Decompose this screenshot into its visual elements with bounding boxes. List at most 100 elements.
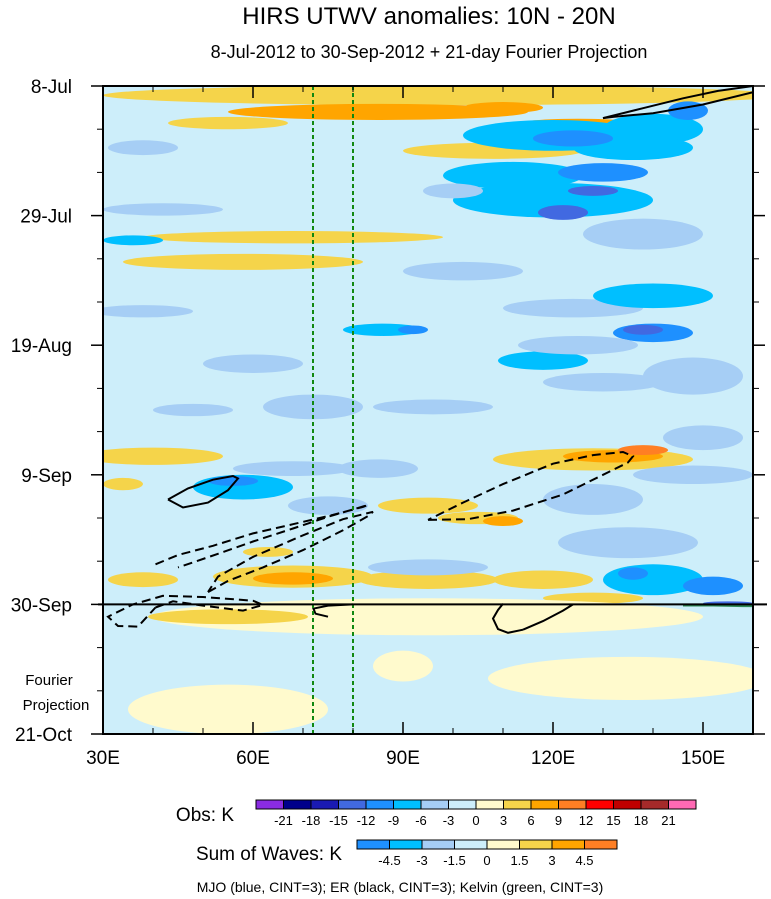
- obs-legend-swatch-12: [585, 799, 614, 810]
- waves-legend-level-1: -3: [416, 853, 428, 868]
- obs-legend-swatch-0: [255, 799, 284, 810]
- anomaly-patch-38: [108, 572, 178, 588]
- anomaly-patch-59: [543, 372, 663, 392]
- anomaly-patch-20: [498, 351, 588, 370]
- anomaly-patch-60: [263, 394, 363, 420]
- anomaly-patch-15: [103, 235, 163, 246]
- er-contour-8: [312, 607, 329, 618]
- anomaly-patch-17: [583, 218, 703, 250]
- anomaly-patch-46: [128, 684, 328, 734]
- obs-legend-level-10: 9: [555, 813, 562, 828]
- anomaly-patch-43: [148, 609, 308, 625]
- anomaly-patch-66: [558, 527, 698, 559]
- anomaly-patch-23: [153, 403, 233, 417]
- obs-legend-swatch-2: [310, 799, 339, 810]
- anomaly-patch-34: [483, 516, 523, 527]
- anomaly-patch-55: [593, 283, 713, 309]
- anomaly-patch-31: [633, 465, 753, 485]
- obs-legend-swatch-9: [503, 799, 532, 810]
- waves-legend-swatch-1: [389, 839, 423, 850]
- obs-legend-level-7: 0: [472, 813, 479, 828]
- anomaly-patch-37: [243, 547, 293, 557]
- er-contour-5: [106, 594, 266, 628]
- waves-legend-level-3: 0: [483, 853, 490, 868]
- projection-label-line2: Projection: [23, 697, 90, 714]
- anomaly-patch-40: [493, 570, 593, 589]
- anomaly-patch-29: [233, 461, 353, 477]
- obs-legend-swatch-4: [365, 799, 394, 810]
- obs-legend-level-14: 21: [661, 813, 675, 828]
- y-tick-label-1: 29-Jul: [20, 207, 72, 228]
- waves-legend-swatch-0: [356, 839, 390, 850]
- wave-contours: [106, 86, 753, 634]
- anomaly-patch-10: [538, 205, 588, 220]
- anomaly-patch-22: [203, 354, 303, 373]
- obs-legend-level-0: -21: [274, 813, 293, 828]
- obs-legend-level-6: -3: [443, 813, 455, 828]
- anomaly-patch-36: [253, 572, 333, 585]
- er-contour-1: [602, 91, 753, 120]
- obs-legend-label: Obs: K: [176, 805, 234, 826]
- x-tick-label-1: 60E: [236, 748, 270, 769]
- anomaly-patch-0: [103, 86, 753, 106]
- anomaly-patch-16: [103, 305, 193, 318]
- anomaly-patch-30: [103, 477, 143, 491]
- waves-legend-swatch-2: [421, 839, 455, 850]
- anomaly-patch-71: [368, 559, 488, 576]
- x-tick-label-4: 150E: [681, 748, 725, 769]
- obs-legend-level-3: -12: [357, 813, 376, 828]
- obs-legend-level-13: 18: [634, 813, 648, 828]
- anomaly-patch-3: [168, 116, 288, 130]
- anomaly-patch-12: [108, 140, 178, 156]
- anomaly-patch-2: [463, 102, 543, 114]
- obs-legend-level-1: -18: [302, 813, 321, 828]
- obs-legend: Obs: K -21 -18 -15 -12 -9 -6 -3 0 3 6 9 12 15 18 21: [176, 799, 697, 828]
- x-tick-label-0: 30E: [86, 748, 120, 769]
- waves-legend: Sum of Waves: K -4.5 -3 -1.5 0 1.5 3 4.5: [196, 839, 618, 868]
- obs-legend-swatch-7: [448, 799, 477, 810]
- obs-legend-swatch-14: [640, 799, 669, 810]
- obs-legend-swatch-11: [558, 799, 587, 810]
- anomaly-patch-18: [403, 261, 523, 281]
- er-contour-3: [155, 504, 369, 569]
- anomaly-patch-14: [123, 253, 363, 270]
- anomaly-patch-58: [518, 335, 638, 355]
- chart-title: HIRS UTWV anomalies: 10N - 20N: [242, 3, 615, 30]
- anomaly-patch-49: [558, 163, 648, 182]
- waves-legend-swatch-7: [584, 839, 618, 850]
- waves-legend-level-6: 4.5: [575, 853, 593, 868]
- plot-area: 30E 60E 90E 120E 150E 8-Jul 29-Jul 19-Aug 9-Sep 3…: [11, 77, 767, 769]
- y-tick-label-4: 30-Sep: [11, 595, 72, 616]
- waves-legend-label: Sum of Waves: K: [196, 844, 342, 865]
- y-tick-label-2: 19-Aug: [11, 336, 72, 357]
- waves-legend-level-4: 1.5: [510, 853, 528, 868]
- obs-legend-swatch-10: [530, 799, 559, 810]
- axes: 30E 60E 90E 120E 150E 8-Jul 29-Jul 19-Aug 9-Sep 3…: [11, 77, 765, 769]
- obs-legend-level-2: -15: [329, 813, 348, 828]
- anomaly-patch-64: [663, 425, 743, 451]
- waves-legend-swatch-4: [486, 839, 520, 850]
- y-tick-label-3: 9-Sep: [21, 466, 72, 487]
- waves-legend-swatch-6: [551, 839, 585, 850]
- er-contour-6: [427, 450, 635, 521]
- waves-legend-colorbar: -4.5 -3 -1.5 0 1.5 3 4.5: [356, 839, 618, 868]
- anomaly-patch-13: [143, 231, 443, 244]
- obs-legend-level-12: 15: [606, 813, 620, 828]
- anomaly-patch-57: [623, 324, 663, 335]
- plot-frame: [102, 85, 754, 735]
- er-contour-2: [167, 474, 240, 509]
- anomaly-patch-39: [358, 570, 498, 589]
- footer-note: MJO (blue, CINT=3); ER (black, CINT=3); …: [197, 879, 604, 895]
- anomaly-patch-65: [543, 484, 643, 515]
- anomaly-patch-68: [618, 567, 648, 580]
- anomaly-patch-48: [533, 130, 613, 147]
- anomaly-patch-45: [373, 650, 433, 682]
- anomaly-patch-21: [643, 357, 743, 395]
- anomaly-patch-69: [683, 576, 743, 596]
- anomaly-patch-1: [228, 103, 528, 120]
- obs-legend-level-9: 6: [527, 813, 534, 828]
- anomaly-patch-42: [153, 598, 703, 636]
- anomaly-patch-50: [568, 185, 618, 196]
- anomaly-patch-44: [488, 656, 753, 701]
- anomaly-patch-28: [103, 447, 223, 465]
